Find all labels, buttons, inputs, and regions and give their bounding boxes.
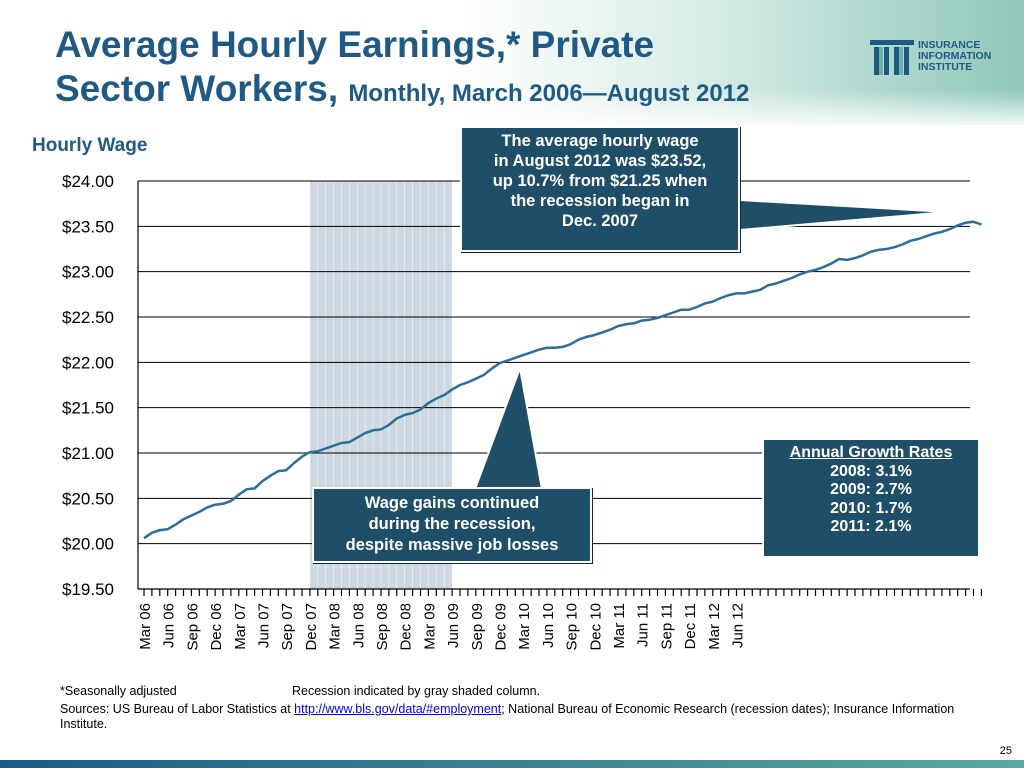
bls-link[interactable]: http://www.bls.gov/data/#employment [294, 702, 502, 716]
x-tick-label: Mar 11 [611, 603, 628, 649]
logo-line: INFORMATION [918, 50, 992, 62]
growth-row: 2008: 3.1% [830, 462, 912, 480]
x-tick-label: Jun 10 [540, 603, 557, 648]
x-tick-label: Mar 09 [421, 603, 438, 650]
x-tick-label: Jun 07 [256, 603, 273, 648]
y-tick-label: $23.00 [62, 263, 114, 282]
x-tick-label: Mar 10 [516, 603, 533, 650]
iii-logo-icon [870, 40, 914, 75]
callout-bottom-pointer [473, 364, 544, 490]
x-tick-label: Mar 12 [706, 603, 723, 650]
footnote-seasonal: *Seasonally adjusted [60, 684, 177, 698]
callout-line: Dec. 2007 [561, 212, 639, 230]
title-main: Sector Workers, [55, 68, 349, 109]
x-tick-label: Sep 09 [469, 603, 486, 651]
growth-row: 2010: 1.7% [830, 499, 912, 517]
footnote-recession: Recession indicated by gray shaded colum… [292, 684, 541, 698]
x-tick-label: Dec 06 [208, 603, 225, 651]
callout-line: despite massive job losses [345, 536, 559, 554]
x-tick-label: Sep 10 [564, 603, 581, 651]
y-tick-label: $24.00 [62, 172, 114, 191]
x-tick-label: Jun 09 [445, 603, 462, 648]
x-tick-label: Jun 08 [350, 603, 367, 648]
logo-line: INSURANCE [918, 39, 981, 51]
growth-row: 2009: 2.7% [830, 481, 912, 498]
x-tick-label: Dec 07 [303, 603, 320, 651]
bottom-accent-bar [0, 760, 1024, 768]
x-tick-label: Sep 07 [279, 603, 296, 651]
x-tick-label: Sep 11 [658, 603, 675, 649]
logo-line: INSTITUTE [918, 61, 973, 73]
callout-line: The average hourly wage [501, 132, 699, 150]
footnote-sources: Sources: US Bureau of Labor Statistics a… [60, 702, 980, 732]
callout-top-pointer [739, 198, 949, 232]
y-tick-label: $19.50 [62, 580, 114, 599]
x-tick-label: Dec 08 [398, 603, 415, 651]
callout-recession-gains: Wage gains continued during the recessio… [312, 487, 592, 563]
sources-suffix: ; National Bureau of Economic Research (… [60, 702, 955, 731]
x-tick-label: Sep 08 [374, 603, 391, 651]
callout-august-2012: The average hourly wage in August 2012 w… [460, 126, 740, 252]
x-tick-label: Dec 10 [587, 603, 604, 651]
y-tick-label: $22.50 [62, 308, 114, 327]
x-tick-label: Jun 12 [730, 603, 747, 648]
growth-row: 2011: 2.1% [830, 518, 912, 535]
slide-title-line2: Sector Workers, Monthly, March 2006—Augu… [55, 68, 749, 110]
callout-line: Wage gains continued [364, 494, 540, 512]
callout-line: up 10.7% from $21.25 when [492, 172, 708, 190]
page-number: 25 [999, 745, 1012, 757]
x-tick-label: Mar 06 [137, 603, 154, 650]
x-tick-label: Jun 06 [161, 603, 178, 648]
y-tick-label: $22.00 [62, 353, 114, 372]
x-tick-label: Sep 06 [184, 603, 201, 651]
annual-growth-box: Annual Growth Rates 2008: 3.1% 2009: 2.7… [762, 438, 980, 558]
x-tick-label: Mar 08 [327, 603, 344, 650]
logo-text: INSURANCE INFORMATION INSTITUTE [918, 40, 991, 73]
callout-line: the recession began in [510, 192, 690, 210]
wage-series-line [143, 220, 982, 540]
y-tick-label: $20.00 [62, 535, 114, 554]
x-tick-label: Mar 07 [232, 603, 249, 650]
callout-line: during the recession, [368, 515, 536, 533]
slide-title-line1: Average Hourly Earnings,* Private [55, 24, 655, 65]
growth-title: Annual Growth Rates [789, 444, 953, 461]
sources-prefix: Sources: US Bureau of Labor Statistics a… [60, 702, 295, 716]
y-axis-label: Hourly Wage [32, 135, 148, 156]
header-fade [0, 90, 1024, 130]
y-tick-label: $21.00 [62, 444, 114, 463]
x-tick-label: Jun 11 [635, 603, 652, 647]
x-tick-label: Dec 11 [682, 603, 699, 649]
x-tick-label: Dec 09 [493, 603, 510, 651]
y-tick-label: $21.50 [62, 399, 114, 418]
callout-line: in August 2012 was $23.52, [493, 152, 707, 170]
title-subtitle: Monthly, March 2006—August 2012 [348, 80, 750, 107]
y-tick-label: $20.50 [62, 489, 114, 508]
y-tick-label: $23.50 [62, 217, 114, 236]
